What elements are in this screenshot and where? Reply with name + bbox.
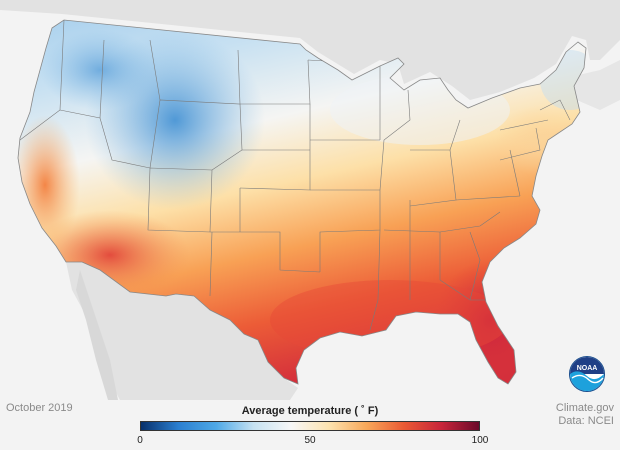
noaa-logo-text: NOAA [577, 365, 598, 372]
legend-title: Average temperature ( ˚ F) [241, 405, 379, 417]
temperature-map: NOAA [0, 0, 620, 400]
legend-color-bar [140, 421, 480, 431]
date-label: October 2019 [6, 402, 73, 414]
state-borders [19, 20, 571, 331]
maritime-canada [540, 60, 620, 110]
data-source: Data: NCEI [558, 415, 614, 427]
canada-landmass [0, 0, 620, 100]
legend-mid-label: 50 [304, 435, 316, 446]
legend-max-label: 100 [471, 435, 489, 446]
map-canvas [0, 0, 620, 400]
mexico-landmass [66, 262, 298, 400]
legend-min-label: 0 [137, 435, 143, 446]
baja-peninsula [76, 270, 118, 400]
noaa-logo: NOAA [569, 356, 605, 392]
credits: Climate.gov Data: NCEI [556, 402, 614, 428]
credit-source: Climate.gov [555, 402, 614, 414]
